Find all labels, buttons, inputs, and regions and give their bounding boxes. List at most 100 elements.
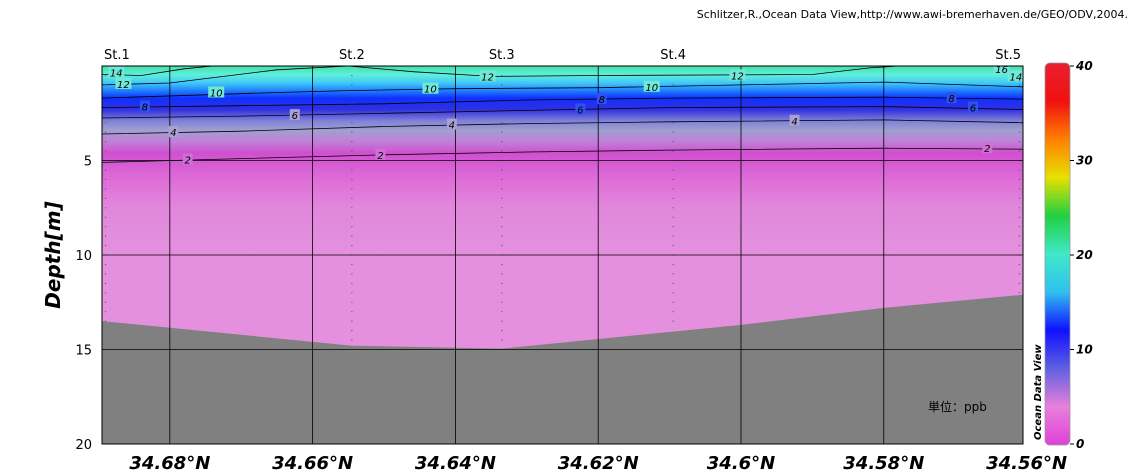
sample-point: [672, 301, 674, 303]
contour-label-bg: [596, 93, 607, 105]
contour-label-2: 2: [984, 144, 990, 155]
sample-point: [105, 282, 107, 284]
sample-point: [105, 188, 107, 190]
sample-point: [672, 93, 674, 95]
seafloor: [102, 294, 1023, 444]
sample-point: [351, 226, 353, 228]
sample-point: [351, 282, 353, 284]
sample-point: [105, 311, 107, 313]
sample-point: [501, 112, 503, 114]
sample-point: [351, 188, 353, 190]
sample-point: [1018, 150, 1021, 152]
sample-point: [501, 169, 503, 171]
sample-point: [105, 320, 107, 322]
station-label: St.4: [660, 48, 686, 63]
colorbar-tick-label: 30: [1076, 154, 1093, 168]
sample-point: [1018, 103, 1021, 105]
sample-point: [1018, 282, 1021, 284]
station-label: St.3: [489, 48, 515, 63]
x-tick-label: 34.62°N: [558, 453, 639, 472]
sample-point: [501, 263, 503, 266]
contour-label-2: 2: [184, 156, 190, 167]
contour-label-bg: [208, 86, 225, 98]
colorbar: 0 10 20 30 40: [1044, 59, 1093, 451]
x-tick-label: 34.58°N: [843, 453, 924, 472]
sample-point: [672, 292, 674, 294]
sample-point: [672, 131, 674, 133]
sample-point: [672, 226, 674, 228]
sample-point: [1018, 122, 1021, 124]
sample-point: [501, 150, 503, 152]
contour-label-bg: [375, 148, 386, 160]
sample-point: [672, 169, 674, 171]
sample-point: [1018, 93, 1021, 95]
sample-point: [1018, 169, 1021, 171]
contour-label-12: 12: [731, 71, 744, 82]
x-axis-ticks: 34.68°N 34.66°N 34.64°N 34.62°N 34.6°N 34.58°…: [129, 453, 1067, 472]
sample-point: [1018, 141, 1021, 143]
contour-label-14: 14: [110, 69, 123, 80]
sample-point: [351, 235, 353, 237]
station-labels: St.1 St.2 St.3 St.4 St.5: [104, 48, 1021, 63]
y-axis-ticks: 5 10 15 20: [75, 155, 92, 454]
sample-point: [1018, 84, 1021, 86]
sample-point: [501, 93, 503, 95]
sample-point: [351, 244, 353, 247]
sample-point: [501, 216, 503, 218]
y-tick-label: 20: [75, 438, 92, 453]
contour-label-bg: [729, 69, 746, 81]
sample-point: [351, 330, 353, 332]
sample-point: [501, 339, 503, 341]
sample-point: [672, 216, 674, 218]
contour-label-bg: [643, 80, 660, 92]
sample-point: [1018, 235, 1021, 237]
sample-point: [105, 93, 107, 95]
sample-point: [105, 122, 107, 124]
sample-point: [1018, 178, 1021, 180]
sample-point: [351, 292, 353, 294]
sample-point: [351, 197, 353, 199]
sample-point: [501, 330, 503, 332]
contour-line-12: [102, 66, 899, 86]
contour-label-bg: [993, 66, 1010, 74]
contour-label-6: 6: [292, 111, 298, 122]
contour-label-8: 8: [948, 94, 954, 105]
contour-label-bg: [479, 70, 496, 82]
colorbar-tick-label: 0: [1076, 437, 1084, 451]
sample-point: [501, 226, 503, 228]
contour-label-6: 6: [970, 104, 976, 115]
sample-point: [351, 74, 353, 77]
sample-point: [351, 263, 353, 266]
colorbar-scale: [1044, 62, 1071, 446]
sample-point: [1018, 263, 1021, 266]
contour-label-2: 2: [377, 151, 383, 162]
contour-label-bg: [1007, 70, 1023, 82]
sample-point: [501, 197, 503, 199]
sample-point: [501, 84, 503, 86]
sample-point: [1018, 226, 1021, 228]
contour-label-12: 12: [481, 72, 494, 83]
sample-point: [501, 235, 503, 237]
sample-point: [1018, 131, 1021, 133]
contour-label-12: 12: [117, 80, 130, 91]
contour-label-bg: [108, 66, 125, 78]
sample-point: [105, 131, 107, 133]
sample-point: [501, 103, 503, 105]
credit-text: Schlitzer,R.,Ocean Data View,http://www.…: [697, 8, 1128, 21]
ocean-data-view-watermark: Ocean Data View: [1033, 344, 1044, 440]
sample-point: [1018, 244, 1021, 247]
sample-point: [1018, 207, 1021, 209]
contour-label-bg: [422, 82, 439, 94]
contour-label-bg: [168, 126, 179, 138]
y-axis-label: Depth[m]: [41, 201, 65, 308]
sample-point: [351, 103, 353, 105]
sample-point: [501, 141, 503, 143]
sample-point: [672, 188, 674, 190]
sample-point: [501, 244, 503, 247]
sample-point: [672, 235, 674, 237]
contour-label-10: 10: [645, 83, 658, 94]
contour-label-bg: [139, 100, 150, 112]
sample-point: [672, 311, 674, 313]
sample-point: [351, 207, 353, 209]
